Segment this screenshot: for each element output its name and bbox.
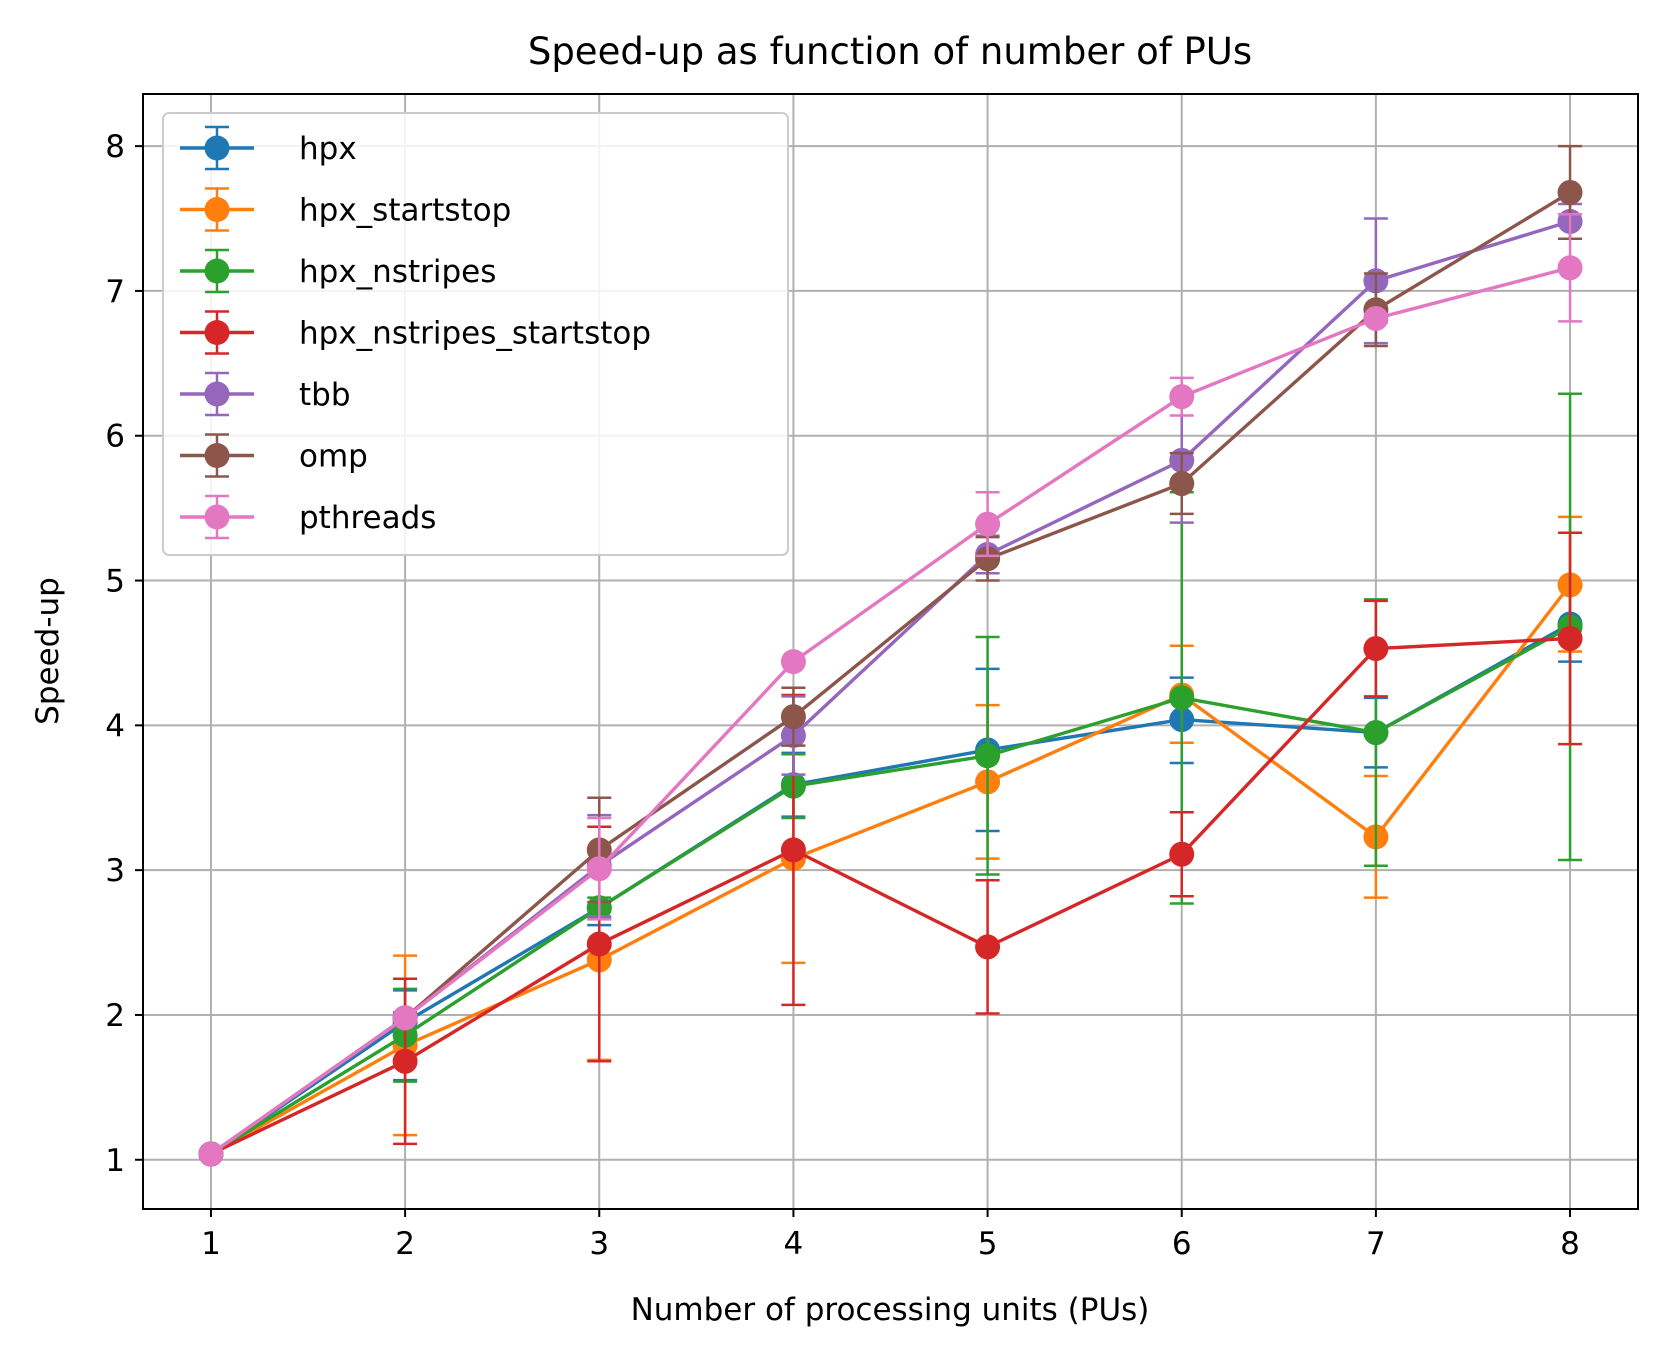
data-point	[1363, 636, 1389, 662]
series-line	[210, 636, 1571, 1156]
y-tick-label: 3	[105, 853, 125, 889]
data-point	[1557, 625, 1583, 651]
data-point	[975, 934, 1001, 960]
legend-item-tbb: tbb	[180, 371, 351, 417]
data-point	[975, 546, 1001, 572]
legend-marker	[204, 197, 230, 222]
y-tick-label: 5	[105, 564, 125, 600]
data-point	[392, 1005, 418, 1031]
x-tick-label: 7	[1366, 1226, 1386, 1262]
y-axis-label: Speed-up	[30, 577, 66, 725]
series-line	[209, 622, 1571, 1156]
x-axis-label: Number of processing units (PUs)	[631, 1292, 1150, 1328]
data-point	[198, 1141, 224, 1167]
x-tick-label: 1	[201, 1226, 221, 1262]
legend-marker	[204, 443, 230, 468]
legend-item-hpx_nstripes_startstop: hpx_nstripes_startstop	[180, 310, 651, 355]
data-point	[1363, 720, 1389, 746]
legend-label: hpx_nstripes	[299, 254, 496, 290]
y-tick-label: 8	[105, 129, 125, 165]
x-tick-label: 5	[978, 1226, 998, 1262]
chart-title: Speed-up as function of number of PUs	[528, 30, 1252, 73]
x-tick-label: 3	[589, 1226, 609, 1262]
data-point	[1169, 685, 1195, 711]
series-line	[209, 191, 1571, 1156]
data-point	[1557, 255, 1583, 281]
data-point	[1169, 841, 1195, 867]
legend: hpx hpx_startstop hpx_nstripes hpx_nstripes…	[162, 112, 789, 556]
data-point	[975, 743, 1001, 769]
legend-marker	[204, 504, 230, 530]
data-point	[780, 649, 806, 675]
legend-item-hpx: hpx	[180, 125, 357, 171]
legend-label: hpx_nstripes_startstop	[299, 316, 651, 352]
legend-label: omp	[299, 439, 368, 475]
data-point	[392, 1048, 418, 1074]
y-tick-label: 7	[105, 274, 125, 310]
y-tick-label: 4	[105, 708, 125, 744]
legend-item-omp: omp	[180, 433, 368, 478]
legend-marker	[204, 320, 230, 345]
legend-label: hpx_startstop	[299, 193, 511, 229]
data-point	[1169, 384, 1195, 410]
x-tick-label: 6	[1172, 1226, 1192, 1262]
series-line	[210, 583, 1572, 1156]
series-layer	[198, 144, 1583, 1167]
legend-item-hpx_startstop: hpx_startstop	[180, 187, 511, 232]
series-pthreads	[198, 212, 1583, 1167]
data-point	[586, 931, 612, 957]
legend-label: pthreads	[299, 500, 436, 536]
plot-frame	[142, 93, 1639, 1210]
axis-ticks: 1 2 3 4 5 6 7 8 1 2 3 4 5 6 7 8	[105, 129, 1580, 1262]
legend-box	[162, 112, 789, 556]
series-line	[210, 625, 1571, 1156]
data-point	[780, 704, 806, 730]
legend-label: hpx	[299, 131, 357, 167]
legend-item-pthreads: pthreads	[180, 494, 436, 540]
x-tick-label: 4	[784, 1226, 804, 1262]
data-point	[1557, 179, 1583, 205]
legend-marker	[204, 135, 230, 161]
y-tick-label: 2	[105, 998, 125, 1034]
y-tick-label: 6	[105, 419, 125, 455]
series-line	[209, 266, 1571, 1156]
legend-marker	[204, 258, 230, 284]
data-point	[586, 856, 612, 882]
x-tick-label: 8	[1560, 1226, 1580, 1262]
data-point	[975, 511, 1001, 537]
legend-item-hpx_nstripes: hpx_nstripes	[180, 248, 496, 294]
x-tick-label: 2	[395, 1226, 415, 1262]
data-point	[1169, 471, 1195, 497]
data-point	[780, 837, 806, 863]
legend-marker	[204, 381, 230, 407]
y-tick-label: 1	[105, 1143, 125, 1179]
legend-label: tbb	[299, 377, 351, 413]
data-point	[1363, 305, 1389, 331]
